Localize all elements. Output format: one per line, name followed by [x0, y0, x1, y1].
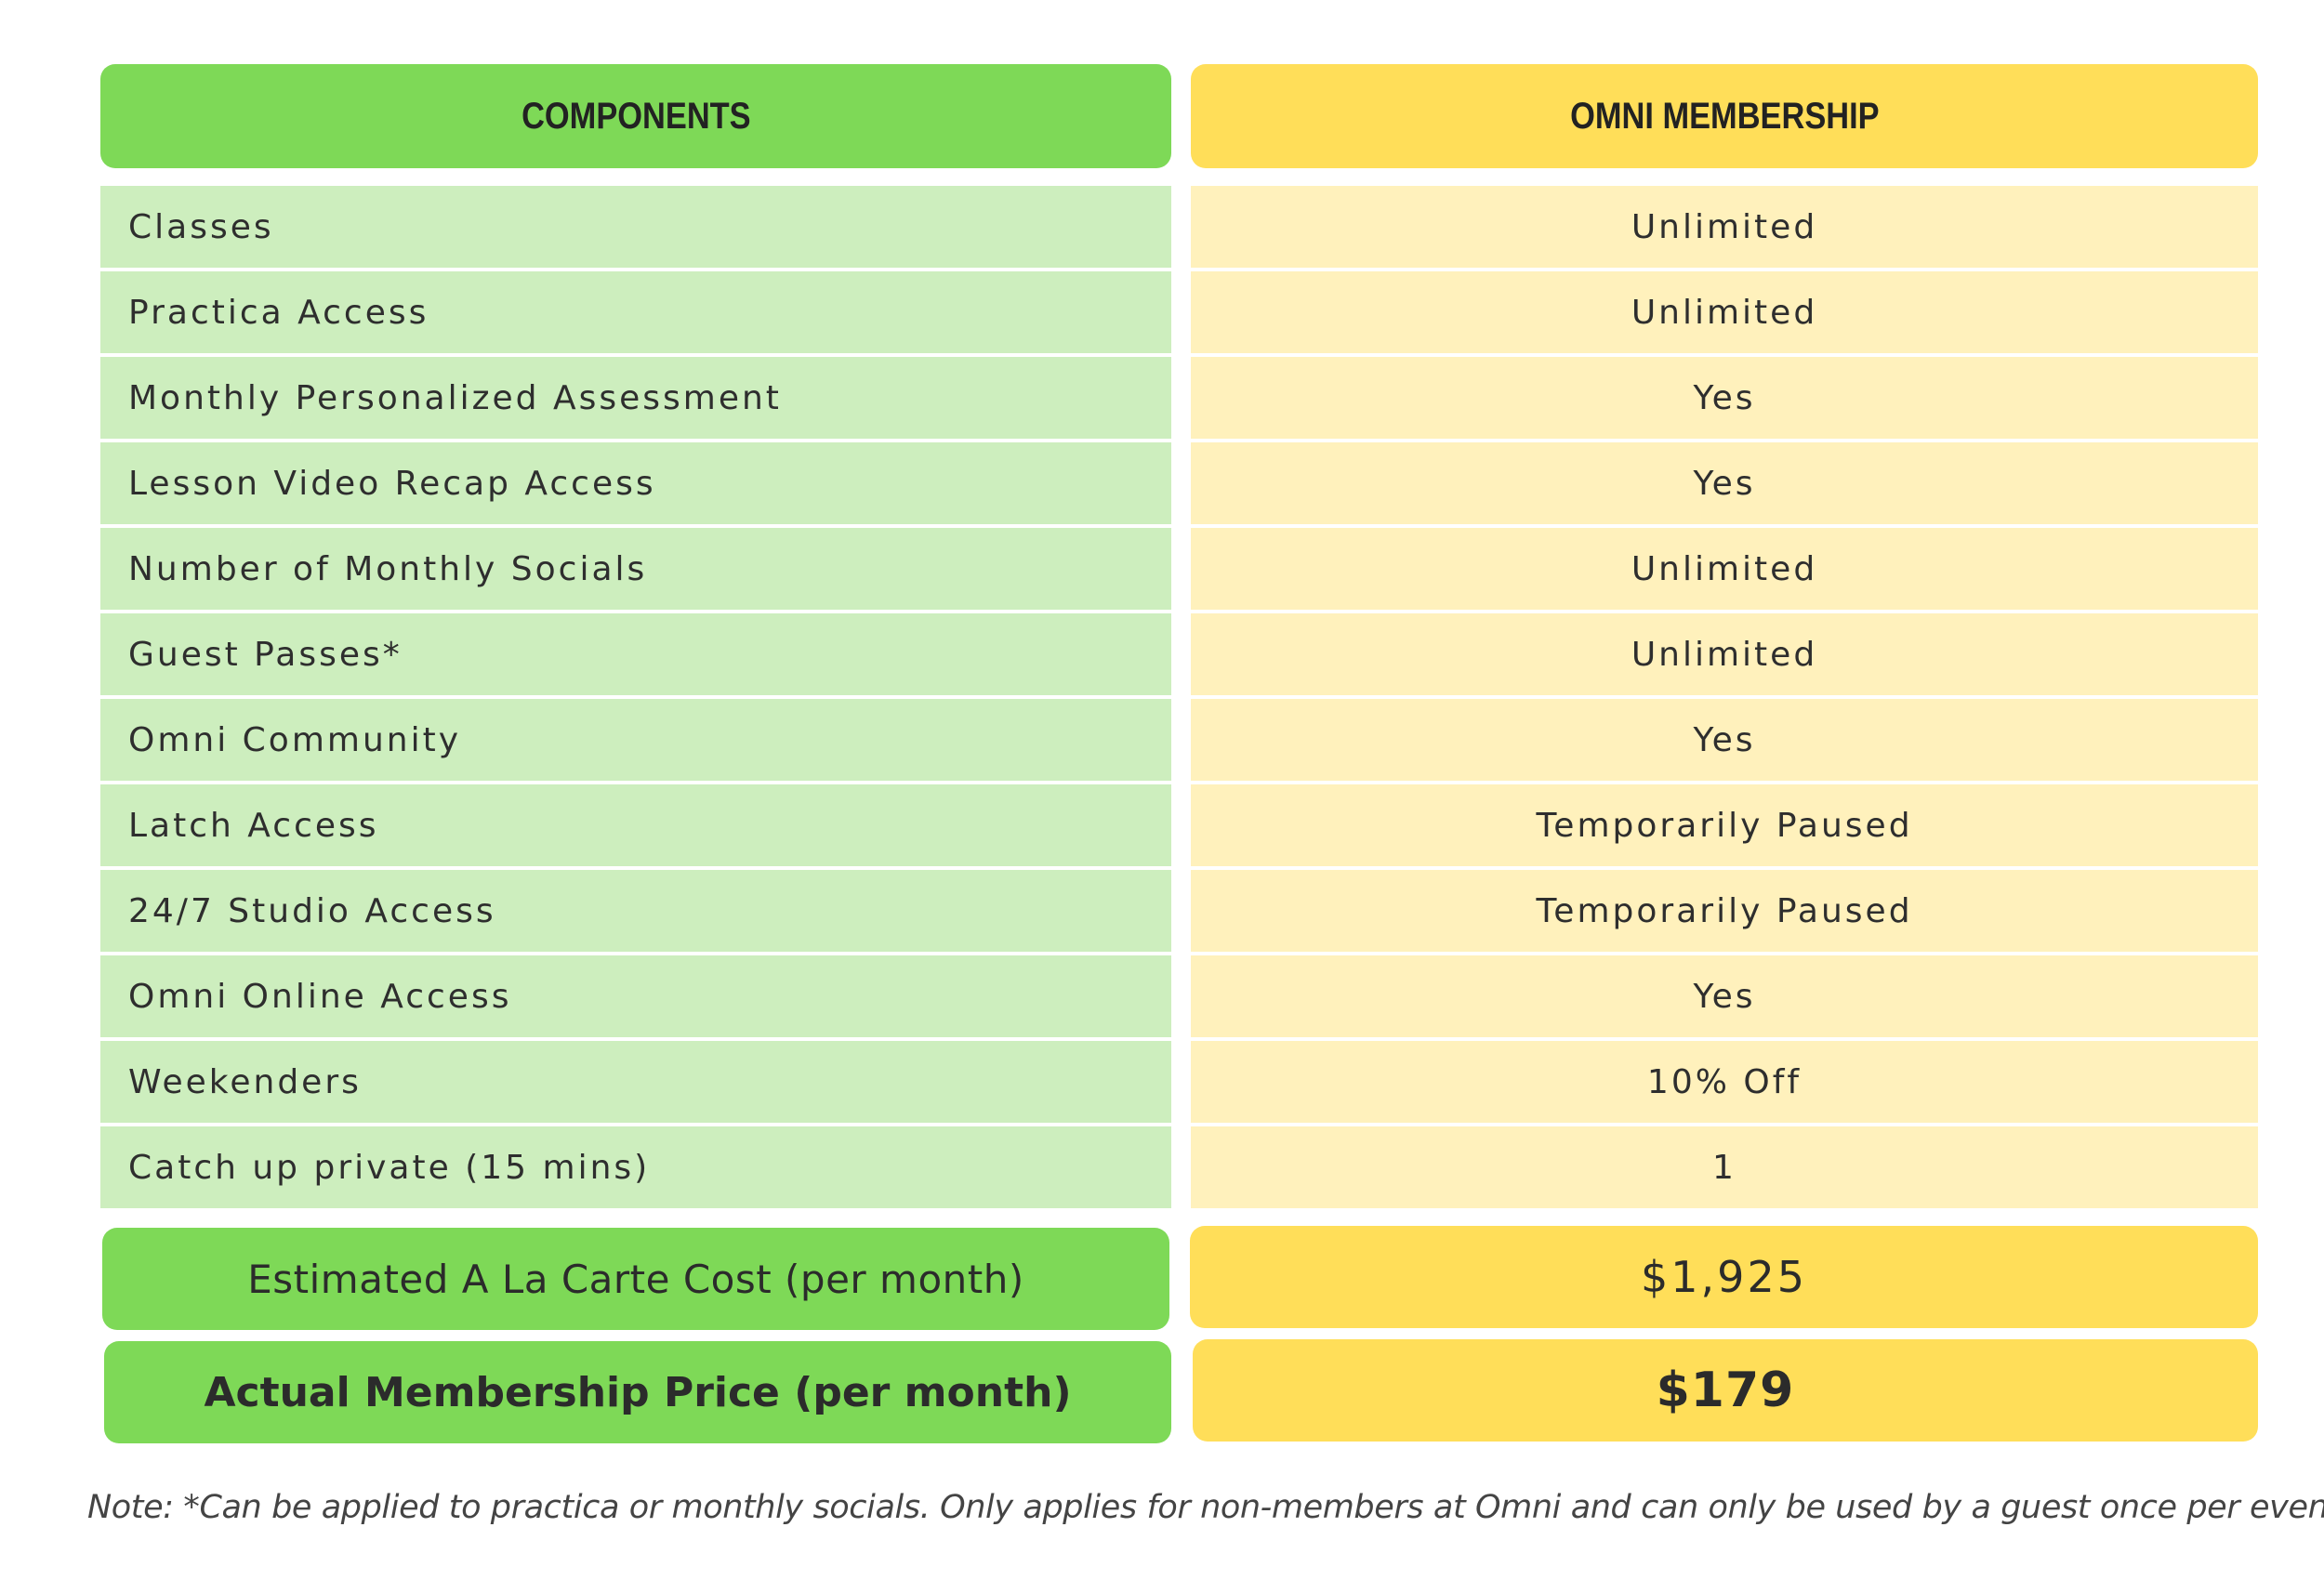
membership-value-cell: Unlimited	[1191, 271, 2258, 353]
membership-value-cell: 1	[1191, 1126, 2258, 1208]
component-cell: Omni Online Access	[100, 955, 1171, 1037]
actual-price-label: Actual Membership Price (per month)	[104, 1341, 1171, 1443]
membership-value-cell: Yes	[1191, 955, 2258, 1037]
header-components-label: COMPONENTS	[521, 95, 751, 137]
component-cell: Weekenders	[100, 1041, 1171, 1123]
component-cell: Guest Passes*	[100, 613, 1171, 695]
component-cell: Lesson Video Recap Access	[100, 442, 1171, 524]
membership-value-cell: Temporarily Paused	[1191, 870, 2258, 952]
component-cell: Omni Community	[100, 699, 1171, 781]
component-cell: Practica Access	[100, 271, 1171, 353]
membership-value-cell: Unlimited	[1191, 613, 2258, 695]
component-cell: Number of Monthly Socials	[100, 528, 1171, 610]
component-cell: Catch up private (15 mins)	[100, 1126, 1171, 1208]
component-cell: Monthly Personalized Assessment	[100, 357, 1171, 439]
header-components: COMPONENTS	[100, 64, 1171, 168]
membership-column: Unlimited Unlimited Yes Yes Unlimited Unlimit…	[1191, 186, 2258, 1212]
membership-value-cell: Yes	[1191, 442, 2258, 524]
header-membership-label: OMNI MEMBERSHIP	[1569, 95, 1880, 137]
footnote: Note: *Can be applied to practica or mon…	[87, 1489, 2324, 1526]
membership-value-cell: 10% Off	[1191, 1041, 2258, 1123]
membership-value-cell: Unlimited	[1191, 528, 2258, 610]
component-cell: 24/7 Studio Access	[100, 870, 1171, 952]
membership-value-cell: Unlimited	[1191, 186, 2258, 268]
membership-value-cell: Temporarily Paused	[1191, 784, 2258, 866]
membership-value-cell: Yes	[1191, 357, 2258, 439]
membership-value-cell: Yes	[1191, 699, 2258, 781]
estimated-cost-label: Estimated A La Carte Cost (per month)	[102, 1228, 1169, 1330]
actual-price-value: $179	[1193, 1339, 2258, 1442]
component-cell: Classes	[100, 186, 1171, 268]
component-cell: Latch Access	[100, 784, 1171, 866]
estimated-cost-value: $1,925	[1190, 1226, 2258, 1328]
components-column: Classes Practica Access Monthly Personaliz…	[100, 186, 1171, 1212]
header-omni-membership: OMNI MEMBERSHIP	[1191, 64, 2258, 168]
